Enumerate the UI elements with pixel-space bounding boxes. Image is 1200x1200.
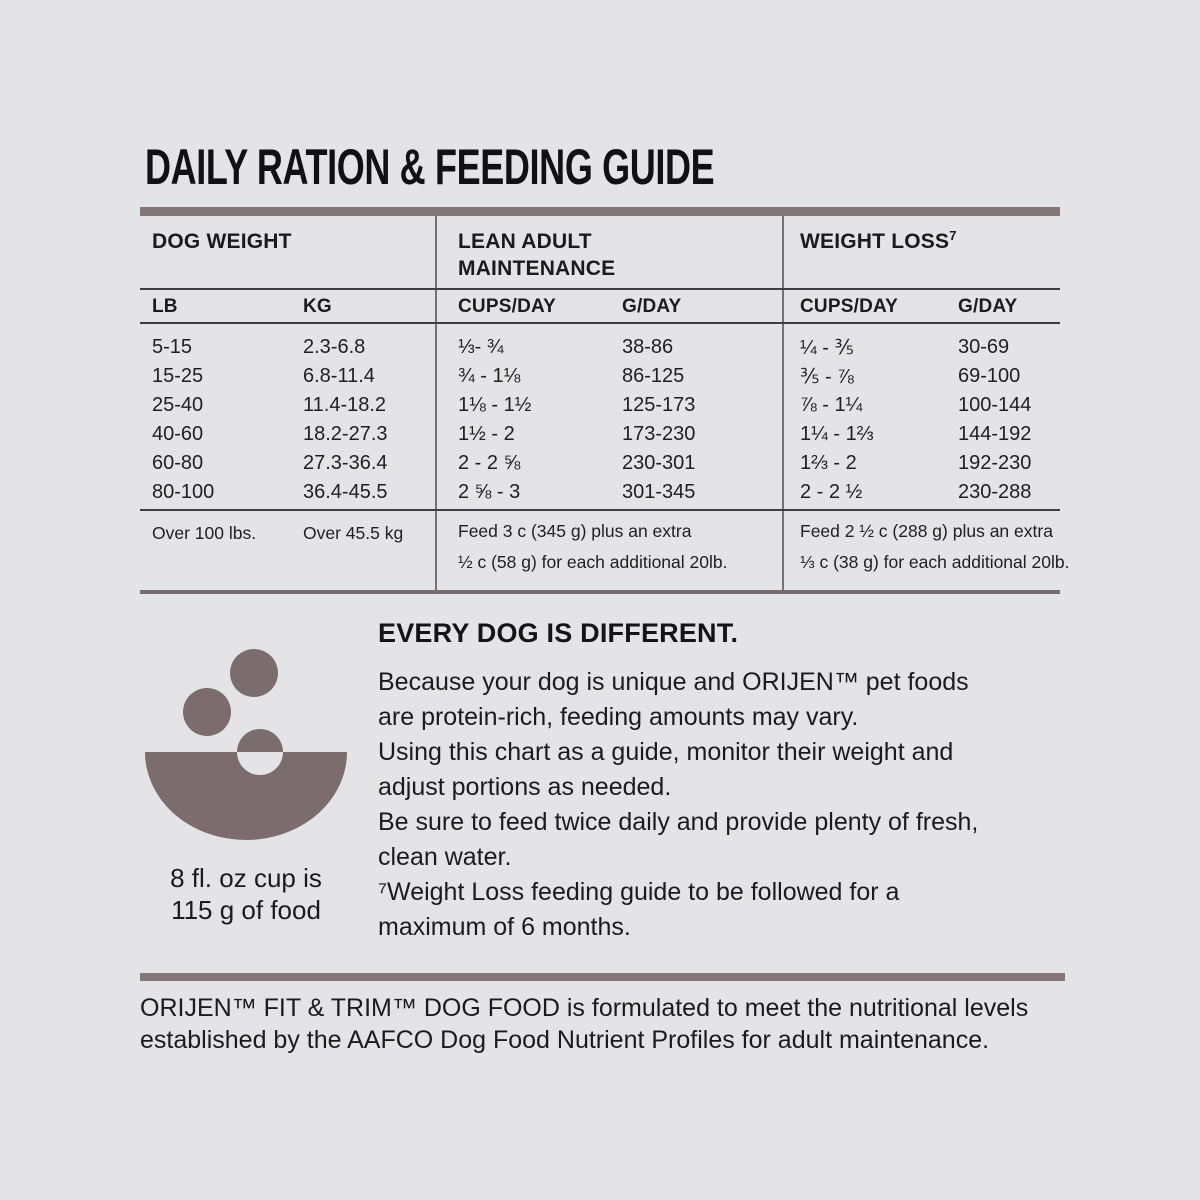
column-kg-values: 2.3-6.8 6.8-11.4 11.4-18.2 18.2-27.3 27.… <box>303 333 388 507</box>
table-cell: 100-144 <box>958 394 1032 416</box>
over-45-kg-label: Over 45.5 kg <box>303 523 404 543</box>
info-line: Using this chart as a guide, monitor the… <box>378 738 954 766</box>
table-cell: 80-100 <box>152 481 215 503</box>
table-cell: 30-69 <box>958 336 1010 358</box>
aafco-line1: ORIJEN™ FIT & TRIM™ DOG FOOD is formulat… <box>140 994 1029 1022</box>
table-cell: 144-192 <box>958 423 1032 445</box>
table-cell: 1⅔ - 2 <box>800 452 857 474</box>
subheader-loss-cups-day: CUPS/DAY <box>800 296 899 317</box>
info-line: Because your dog is unique and ORIJEN™ p… <box>378 668 969 696</box>
kibble-circle-icon <box>183 688 231 736</box>
table-cell: 1¼ - 1⅔ <box>800 423 874 445</box>
info-line: adjust portions as needed. <box>378 773 672 801</box>
info-line: ⁷Weight Loss feeding guide to be followe… <box>378 878 900 906</box>
subheader-lb: LB <box>152 296 178 317</box>
column-header-weight-loss: WEIGHT LOSS7 <box>800 228 1050 255</box>
table-cell: 6.8-11.4 <box>303 365 375 387</box>
table-cell: 27.3-36.4 <box>303 452 388 474</box>
table-cell: 69-100 <box>958 365 1021 387</box>
bottom-divider-bar <box>140 973 1065 981</box>
table-top-bar <box>140 207 1060 216</box>
table-rule <box>140 322 1060 324</box>
weight-loss-label: WEIGHT LOSS <box>800 230 950 253</box>
cup-measure-note: 8 fl. oz cup is 115 g of food <box>140 862 352 926</box>
column-header-dog-weight: DOG WEIGHT <box>152 230 292 253</box>
loss-feed-instruction: Feed 2 ½ c (288 g) plus an extra ⅓ c (38… <box>800 516 1069 578</box>
kibble-circle-icon <box>230 649 278 697</box>
table-cell: ¼ - ⅗ <box>800 337 854 359</box>
table-cell: 38-86 <box>622 336 674 358</box>
table-cell: 25-40 <box>152 394 204 416</box>
table-cell: 173-230 <box>622 423 696 445</box>
subheader-kg: KG <box>303 296 332 317</box>
table-cell: 230-301 <box>622 452 696 474</box>
aafco-statement: ORIJEN™ FIT & TRIM™ DOG FOOD is formulat… <box>140 992 1070 1056</box>
aafco-line2: established by the AAFCO Dog Food Nutrie… <box>140 1026 990 1054</box>
table-cell: 40-60 <box>152 423 204 445</box>
table-cell: 1⅛ - 1½ <box>458 394 532 416</box>
info-paragraphs: Because your dog is unique and ORIJEN™ p… <box>378 665 1058 945</box>
table-cell: 301-345 <box>622 481 696 503</box>
table-column-divider <box>782 216 784 594</box>
table-cell: 5-15 <box>152 336 193 358</box>
lean-feed-line1: Feed 3 c (345 g) plus an extra <box>458 521 692 541</box>
table-cell: ⅞ - 1¼ <box>800 394 863 416</box>
table-cell: 36.4-45.5 <box>303 481 388 503</box>
table-cell: ⅗ - ⅞ <box>800 366 854 388</box>
subheader-lean-g-day: G/DAY <box>622 296 682 317</box>
info-line: maximum of 6 months. <box>378 913 631 941</box>
table-cell: 11.4-18.2 <box>303 394 387 416</box>
column-loss-g-values: 30-69 69-100 100-144 144-192 192-230 230… <box>958 333 1031 507</box>
table-cell: 125-173 <box>622 394 696 416</box>
table-rule <box>140 288 1060 290</box>
column-header-lean-adult-maintenance: LEAN ADULT MAINTENANCE <box>458 230 616 280</box>
lean-feed-line2: ½ c (58 g) for each additional 20lb. <box>458 552 728 572</box>
loss-feed-line1: Feed 2 ½ c (288 g) plus an extra <box>800 521 1053 541</box>
table-cell: 86-125 <box>622 365 685 387</box>
table-cell: 230-288 <box>958 481 1032 503</box>
column-loss-cups-values: ¼ - ⅗ ⅗ - ⅞ ⅞ - 1¼ 1¼ - 1⅔ 1⅔ - 2 2 - 2 … <box>800 333 873 507</box>
table-cell: 2.3-6.8 <box>303 336 366 358</box>
table-cell: 60-80 <box>152 452 204 474</box>
table-rule <box>140 509 1060 511</box>
loss-feed-line2: ⅓ c (38 g) for each additional 20lb. <box>800 552 1070 572</box>
table-cell: 2 ⅝ - 3 <box>458 481 521 503</box>
info-line: Be sure to feed twice daily and provide … <box>378 808 979 836</box>
page-title: DAILY RATION & FEEDING GUIDE <box>145 139 715 195</box>
info-heading: EVERY DOG IS DIFFERENT. <box>378 618 739 648</box>
kibble-circle-icon <box>237 729 283 752</box>
table-cell: 1½ - 2 <box>458 423 515 445</box>
cup-note-line2: 115 g of food <box>171 895 321 925</box>
table-cell: 192-230 <box>958 452 1032 474</box>
column-lean-g-values: 38-86 86-125 125-173 173-230 230-301 301… <box>622 333 695 507</box>
subheader-loss-g-day: G/DAY <box>958 296 1018 317</box>
table-bottom-bar <box>140 590 1060 594</box>
table-cell: ¾ - 1⅛ <box>458 365 521 387</box>
column-lb-values: 5-15 15-25 25-40 40-60 60-80 80-100 <box>152 333 214 507</box>
lean-feed-instruction: Feed 3 c (345 g) plus an extra ½ c (58 g… <box>458 516 727 578</box>
subheader-lean-cups-day: CUPS/DAY <box>458 296 557 317</box>
weight-loss-footnote-marker: 7 <box>949 228 957 243</box>
table-cell: ⅓- ¾ <box>458 336 504 358</box>
food-bowl-icon <box>145 648 347 840</box>
info-line: clean water. <box>378 843 512 871</box>
cup-note-line1: 8 fl. oz cup is <box>170 863 322 893</box>
table-cell: 2 - 2 ½ <box>800 481 863 503</box>
table-cell: 18.2-27.3 <box>303 423 388 445</box>
table-column-divider <box>435 216 437 594</box>
table-cell: 15-25 <box>152 365 204 387</box>
info-line: are protein-rich, feeding amounts may va… <box>378 703 859 731</box>
over-100-lbs-label: Over 100 lbs. <box>152 523 257 543</box>
table-cell: 2 - 2 ⅝ <box>458 452 521 474</box>
column-lean-cups-values: ⅓- ¾ ¾ - 1⅛ 1⅛ - 1½ 1½ - 2 2 - 2 ⅝ 2 ⅝ -… <box>458 333 531 507</box>
